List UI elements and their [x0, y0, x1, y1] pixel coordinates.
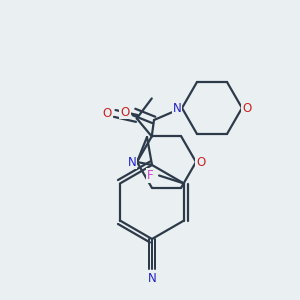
Text: O: O	[196, 155, 206, 169]
Text: N: N	[148, 272, 156, 284]
Text: N: N	[128, 155, 136, 169]
Text: O: O	[102, 107, 111, 120]
Text: O: O	[242, 101, 252, 115]
Text: N: N	[172, 101, 182, 115]
Text: O: O	[120, 106, 130, 118]
Text: F: F	[147, 169, 153, 182]
